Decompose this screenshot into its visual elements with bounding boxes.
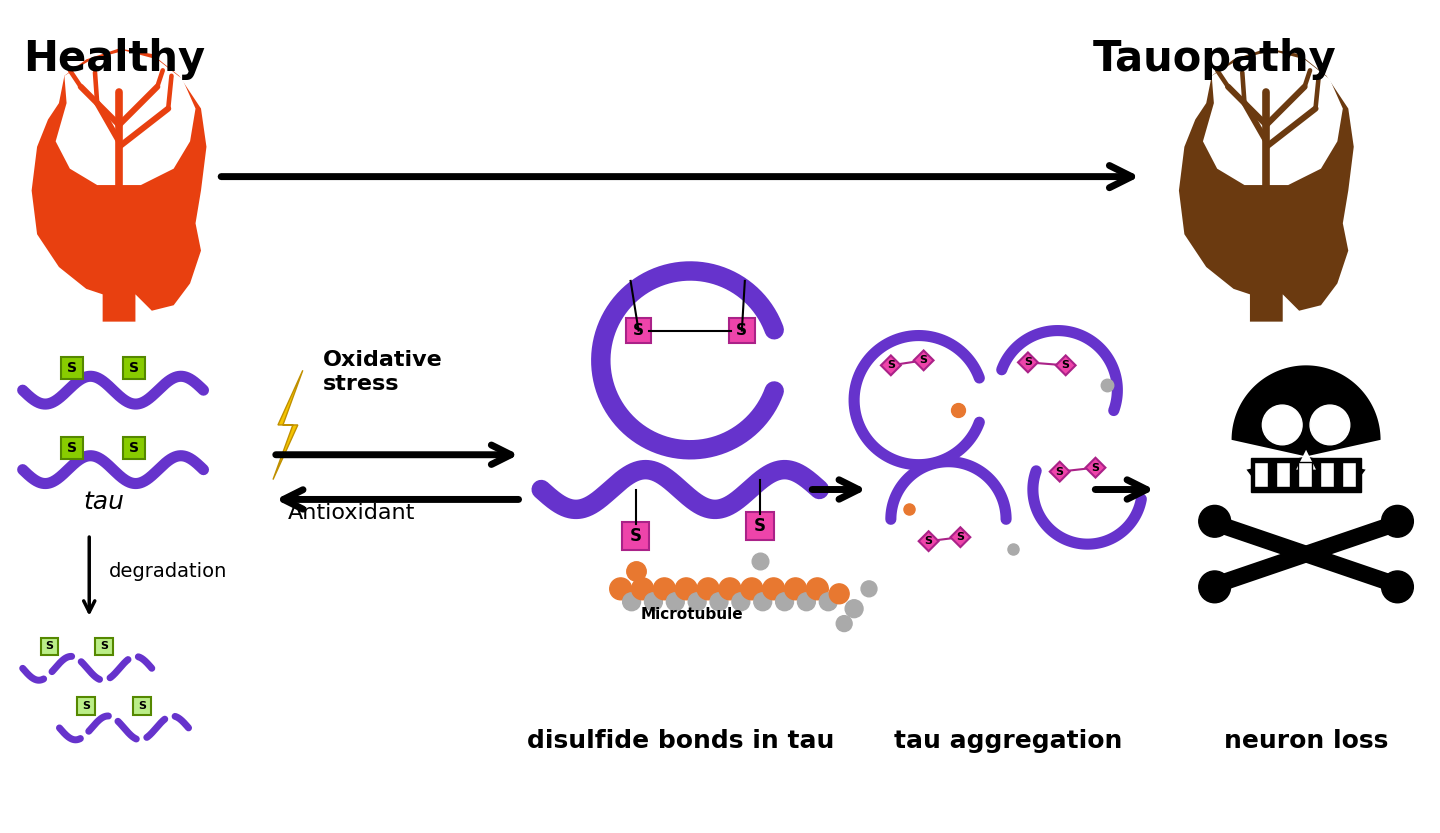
Circle shape — [1310, 405, 1349, 445]
FancyBboxPatch shape — [1276, 461, 1290, 486]
Circle shape — [645, 593, 662, 611]
Circle shape — [837, 616, 852, 631]
FancyBboxPatch shape — [62, 357, 84, 379]
Text: tau aggregation: tau aggregation — [894, 729, 1122, 753]
Text: S: S — [68, 441, 78, 455]
Polygon shape — [274, 371, 302, 480]
FancyBboxPatch shape — [622, 522, 649, 550]
Circle shape — [861, 581, 877, 596]
FancyBboxPatch shape — [746, 512, 773, 540]
Text: S: S — [138, 701, 145, 711]
Circle shape — [1198, 571, 1231, 603]
Circle shape — [719, 578, 740, 600]
Text: S: S — [101, 641, 108, 651]
Polygon shape — [56, 51, 196, 185]
FancyBboxPatch shape — [132, 697, 151, 715]
Circle shape — [654, 578, 675, 600]
Circle shape — [1263, 405, 1302, 445]
Text: tau: tau — [84, 491, 125, 514]
Text: S: S — [1061, 361, 1070, 371]
Circle shape — [785, 578, 806, 600]
FancyBboxPatch shape — [1251, 457, 1361, 492]
Circle shape — [609, 578, 632, 600]
Polygon shape — [881, 356, 901, 376]
Circle shape — [732, 593, 750, 611]
FancyBboxPatch shape — [1254, 461, 1269, 486]
Circle shape — [763, 578, 785, 600]
Text: S: S — [736, 323, 747, 338]
Polygon shape — [1056, 356, 1076, 376]
Circle shape — [1381, 506, 1413, 537]
Polygon shape — [1202, 51, 1344, 185]
Polygon shape — [919, 531, 939, 551]
Text: S: S — [82, 701, 91, 711]
Circle shape — [740, 578, 763, 600]
Polygon shape — [1018, 352, 1038, 372]
Polygon shape — [1086, 457, 1106, 477]
Circle shape — [675, 578, 697, 600]
FancyBboxPatch shape — [62, 436, 84, 459]
Text: disulfide bonds in tau: disulfide bonds in tau — [527, 729, 834, 753]
Text: S: S — [68, 362, 78, 376]
Polygon shape — [1296, 450, 1316, 470]
FancyBboxPatch shape — [729, 317, 755, 343]
Polygon shape — [950, 527, 971, 547]
Text: degradation: degradation — [109, 562, 228, 581]
Circle shape — [632, 578, 654, 600]
Circle shape — [688, 593, 706, 611]
Circle shape — [776, 593, 793, 611]
FancyBboxPatch shape — [40, 637, 59, 656]
Text: S: S — [920, 356, 927, 366]
Polygon shape — [32, 48, 206, 322]
Text: S: S — [924, 536, 933, 546]
Text: S: S — [629, 527, 642, 545]
Text: S: S — [887, 361, 894, 371]
Text: S: S — [956, 532, 965, 542]
Text: S: S — [1092, 462, 1100, 472]
Circle shape — [798, 593, 815, 611]
Circle shape — [819, 593, 837, 611]
Circle shape — [710, 593, 729, 611]
Text: S: S — [1056, 466, 1064, 476]
Circle shape — [697, 578, 719, 600]
Text: Healthy: Healthy — [23, 37, 204, 79]
Circle shape — [1381, 571, 1413, 603]
FancyBboxPatch shape — [95, 637, 114, 656]
Text: Tauopathy: Tauopathy — [1093, 37, 1336, 79]
Circle shape — [667, 593, 684, 611]
FancyBboxPatch shape — [1342, 461, 1355, 486]
FancyBboxPatch shape — [625, 317, 651, 343]
FancyBboxPatch shape — [1320, 461, 1333, 486]
Circle shape — [829, 584, 850, 604]
Circle shape — [753, 593, 772, 611]
Text: S: S — [130, 362, 138, 376]
Polygon shape — [1050, 461, 1070, 481]
Polygon shape — [1179, 48, 1354, 322]
FancyBboxPatch shape — [122, 357, 145, 379]
Text: S: S — [634, 323, 644, 338]
Text: S: S — [46, 641, 53, 651]
Circle shape — [622, 593, 641, 611]
Text: Microtubule: Microtubule — [641, 606, 743, 621]
Text: neuron loss: neuron loss — [1224, 729, 1388, 753]
FancyBboxPatch shape — [122, 436, 145, 459]
Text: Oxidative
stress: Oxidative stress — [323, 351, 442, 394]
Polygon shape — [1231, 366, 1381, 490]
Circle shape — [845, 600, 863, 617]
FancyBboxPatch shape — [78, 697, 95, 715]
Polygon shape — [914, 351, 933, 371]
Circle shape — [1198, 506, 1231, 537]
Text: Antioxidant: Antioxidant — [288, 503, 415, 523]
Text: S: S — [130, 441, 138, 455]
Text: S: S — [753, 517, 766, 536]
FancyBboxPatch shape — [1297, 461, 1312, 486]
Circle shape — [806, 578, 828, 600]
Text: S: S — [1024, 357, 1032, 367]
